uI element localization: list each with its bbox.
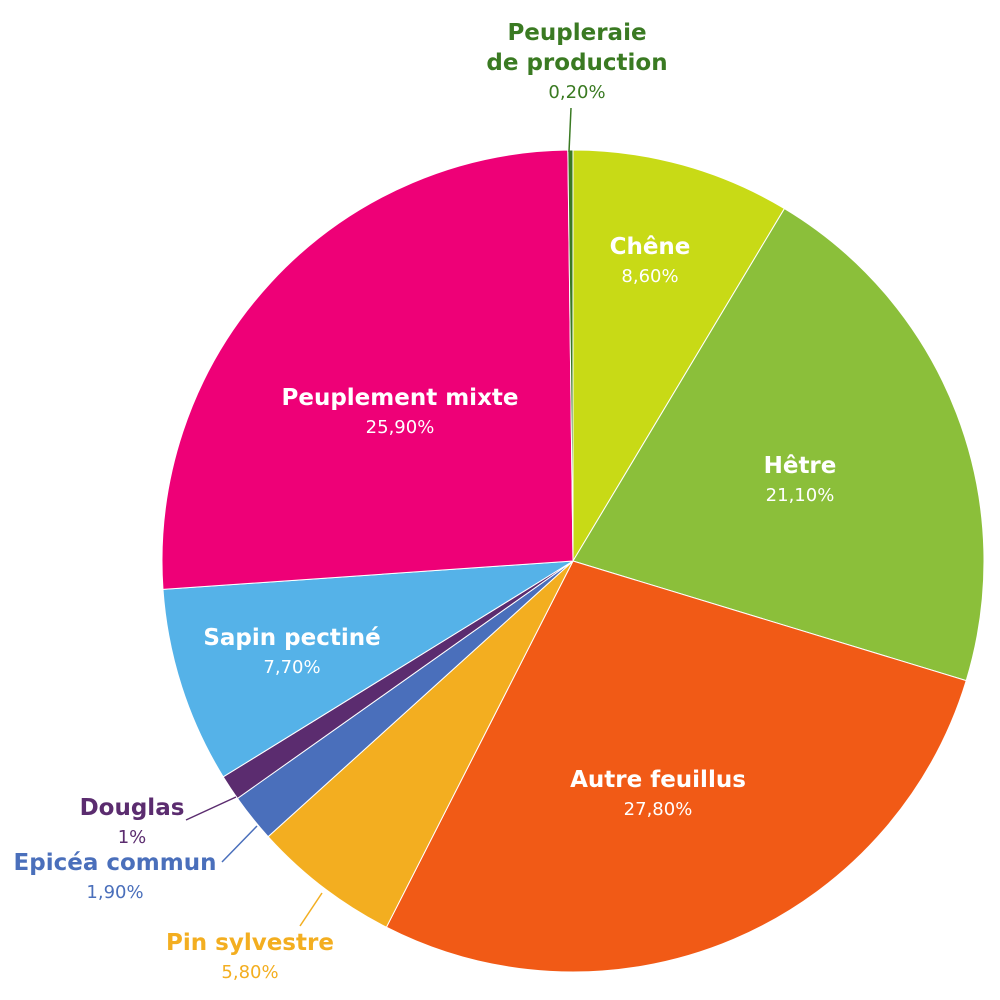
leader-lines: [185, 107, 572, 927]
slice-value: 1,90%: [86, 882, 143, 903]
slice-label-hetre: Hêtre 21,10%: [764, 453, 837, 506]
slice-value: 0,20%: [548, 82, 605, 103]
leader-line-douglas: [185, 796, 237, 821]
slice-value: 5,80%: [221, 962, 278, 983]
pie-slice-autre-feuillus: [385, 560, 967, 973]
slice-value: 7,70%: [263, 657, 320, 678]
slice-name: de production: [486, 50, 667, 76]
slice-name: Peuplement mixte: [282, 385, 519, 411]
pie-slice-sapin-pectine: [162, 560, 574, 778]
slice-name: Hêtre: [764, 453, 837, 479]
slice-label-autre-feuillus: Autre feuillus 27,80%: [570, 767, 746, 820]
slice-value: 25,90%: [366, 417, 435, 438]
slice-label-pin-sylvestre: Pin sylvestre 5,80%: [166, 930, 334, 983]
slice-label-peupleraie-de-production: Peupleraie de production 0,20%: [486, 20, 667, 103]
slice-name: Sapin pectiné: [203, 625, 380, 651]
leader-line-pin-sylvestre: [299, 892, 323, 927]
leader-line-peupleraie-de-production: [568, 107, 572, 153]
slice-value: 21,10%: [766, 485, 835, 506]
slice-name: Pin sylvestre: [166, 930, 334, 956]
slice-name: Autre feuillus: [570, 767, 746, 793]
pie-slice-chene: [572, 149, 786, 563]
slice-label-epicea-commun: Epicéa commun 1,90%: [14, 850, 217, 903]
slice-label-sapin-pectine: Sapin pectiné 7,70%: [203, 625, 380, 678]
pie-slices: [161, 149, 985, 973]
slice-labels: Chêne 8,60% Hêtre 21,10% Autre feuillus 27,80…: [14, 20, 837, 983]
pie-slice-pin-sylvestre: [267, 560, 574, 928]
slice-name: Douglas: [80, 795, 185, 821]
slice-value: 27,80%: [624, 799, 693, 820]
slice-label-douglas: Douglas 1%: [80, 795, 185, 848]
slice-label-peuplement-mixte: Peuplement mixte 25,90%: [282, 385, 519, 438]
slice-value: 8,60%: [621, 266, 678, 287]
slice-name: Chêne: [610, 234, 691, 260]
pie-slice-peupleraie-de-production: [567, 149, 574, 562]
pie-slice-peuplement-mixte: [161, 149, 574, 590]
pie-slice-hetre: [572, 207, 985, 682]
leader-line-epicea-commun: [221, 825, 258, 863]
slice-label-chene: Chêne 8,60%: [610, 234, 691, 287]
slice-value: 1%: [118, 827, 147, 848]
slice-name: Peupleraie: [507, 20, 646, 46]
slice-name: Epicéa commun: [14, 850, 217, 876]
